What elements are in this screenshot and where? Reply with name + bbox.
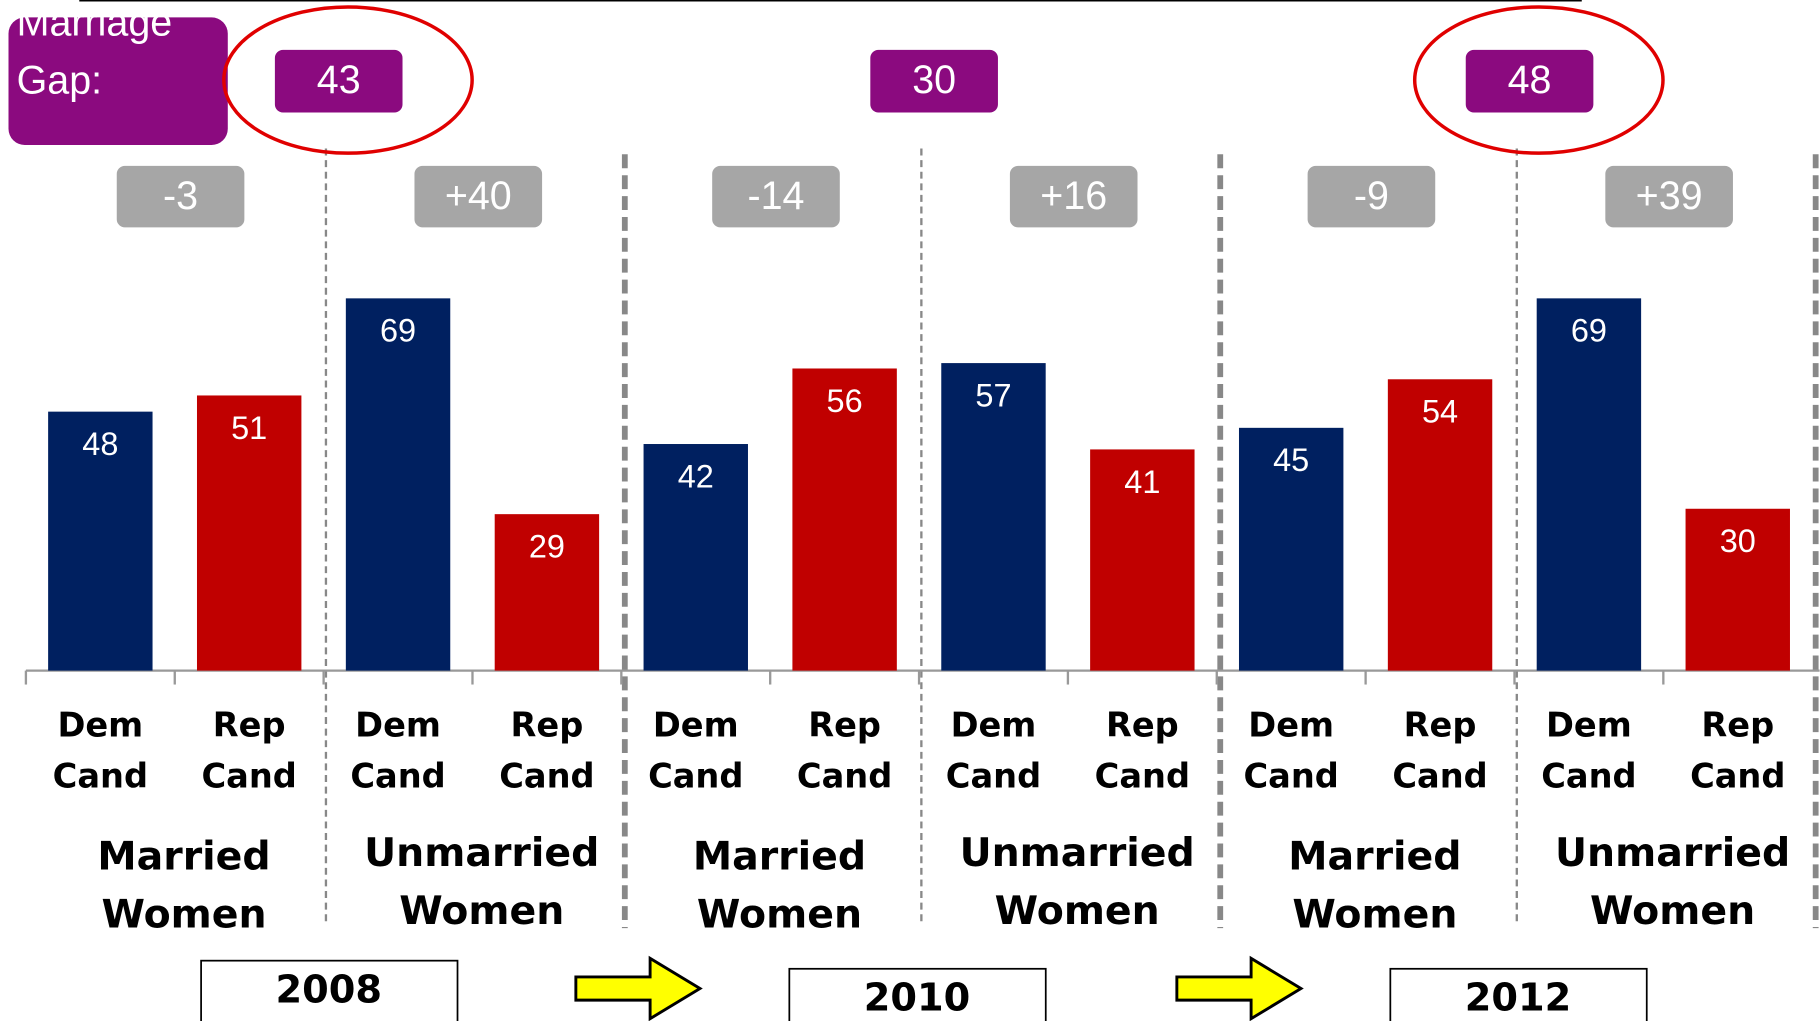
gap-box bbox=[274, 49, 403, 113]
difference-box bbox=[1307, 165, 1436, 228]
gap-title-box bbox=[8, 17, 228, 146]
x-tick-label: Rep Cand bbox=[1690, 705, 1785, 795]
value-label: 48 bbox=[82, 426, 118, 462]
bar bbox=[196, 395, 302, 671]
group-label: Unmarried Women bbox=[960, 830, 1195, 934]
x-tick-label: Dem Cand bbox=[53, 705, 148, 795]
group-label: Married Women bbox=[1288, 833, 1461, 937]
bar bbox=[1685, 508, 1790, 671]
bar bbox=[1090, 449, 1195, 671]
x-tick-label: Rep Cand bbox=[1095, 705, 1190, 795]
bar bbox=[494, 514, 600, 671]
x-tick-label: Dem Cand bbox=[648, 705, 743, 795]
bar bbox=[643, 444, 748, 671]
highlight-circle bbox=[222, 5, 474, 155]
year-label: 2010 bbox=[864, 976, 971, 1021]
difference-box bbox=[116, 165, 245, 228]
x-tick-label: Dem Cand bbox=[1541, 705, 1636, 795]
gap-box bbox=[870, 49, 998, 113]
x-tick-label: Rep Cand bbox=[1392, 705, 1487, 795]
arrow bbox=[574, 955, 1304, 1021]
difference-label: +39 bbox=[1636, 174, 1703, 218]
bar bbox=[345, 298, 451, 671]
bar bbox=[941, 363, 1046, 671]
bar bbox=[1387, 379, 1493, 671]
difference-label: +40 bbox=[445, 174, 512, 218]
value-label: 69 bbox=[1571, 313, 1607, 349]
year-box bbox=[788, 967, 1047, 1021]
value-label: 41 bbox=[1124, 464, 1160, 500]
bar bbox=[1238, 427, 1344, 671]
difference-label: -3 bbox=[163, 174, 198, 218]
bar bbox=[48, 411, 153, 671]
x-tick-label: Dem Cand bbox=[946, 705, 1041, 795]
difference-box bbox=[414, 165, 543, 228]
gap-value: 48 bbox=[1508, 58, 1552, 102]
year-label: 2008 bbox=[275, 967, 382, 1012]
value-label: 45 bbox=[1273, 442, 1309, 478]
gap-title: Marriage Gap: bbox=[17, 1, 173, 103]
bar bbox=[1536, 298, 1642, 671]
x-tick-label: Dem Cand bbox=[1244, 705, 1339, 795]
x-tick-label: Rep Cand bbox=[499, 705, 594, 795]
group-label: Married Women bbox=[693, 833, 866, 937]
x-tick-label: Rep Cand bbox=[202, 705, 297, 795]
difference-box bbox=[1605, 165, 1733, 228]
year-box bbox=[1389, 967, 1648, 1021]
group-label: Unmarried Women bbox=[1555, 830, 1790, 934]
difference-label: -14 bbox=[747, 174, 804, 218]
bar bbox=[792, 368, 897, 671]
year-box bbox=[200, 959, 459, 1021]
value-label: 29 bbox=[529, 529, 565, 565]
value-label: 51 bbox=[231, 410, 267, 446]
x-tick-label: Dem Cand bbox=[350, 705, 445, 795]
highlight-circle bbox=[1412, 5, 1665, 155]
difference-label: +16 bbox=[1040, 174, 1107, 218]
value-label: 54 bbox=[1422, 394, 1458, 430]
value-label: 30 bbox=[1720, 523, 1756, 559]
year-label: 2012 bbox=[1465, 976, 1572, 1021]
value-label: 42 bbox=[678, 458, 714, 494]
group-label: Unmarried Women bbox=[364, 830, 599, 934]
gap-value: 43 bbox=[317, 58, 361, 102]
x-tick-label: Rep Cand bbox=[797, 705, 892, 795]
difference-box bbox=[1009, 165, 1138, 228]
gap-box bbox=[1465, 49, 1594, 113]
group-label: Married Women bbox=[97, 833, 270, 937]
value-label: 69 bbox=[380, 313, 416, 349]
difference-label: -9 bbox=[1354, 174, 1389, 218]
value-label: 57 bbox=[975, 377, 1011, 413]
difference-box bbox=[712, 165, 840, 228]
gap-value: 30 bbox=[912, 58, 956, 102]
value-label: 56 bbox=[827, 383, 863, 419]
